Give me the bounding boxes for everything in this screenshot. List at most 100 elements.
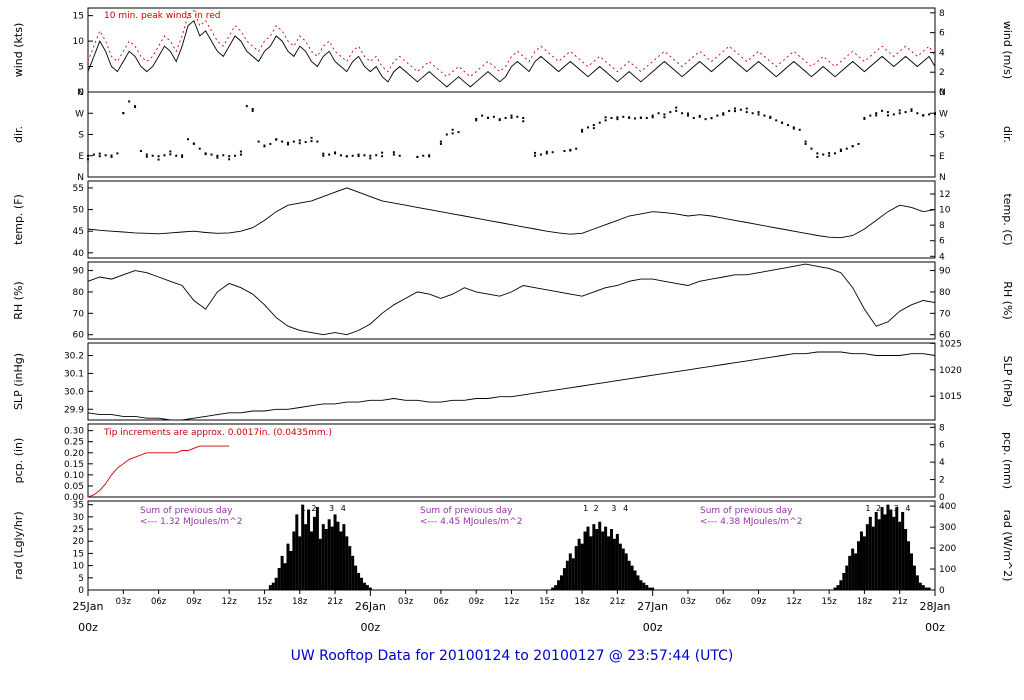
rad-sum-note-2-line2: <--- 4.45 MJoules/m^2: [420, 517, 523, 527]
svg-text:09z: 09z: [469, 597, 485, 607]
svg-text:60: 60: [73, 331, 85, 341]
svg-text:N: N: [939, 88, 946, 98]
x-axis: 03z 06z 09z 12z 15z 18z 21z 03z 06z 09z 12z 15z 18z 2…: [73, 590, 951, 634]
svg-text:0: 0: [939, 493, 945, 503]
svg-text:00z: 00z: [925, 621, 945, 634]
svg-text:2: 2: [876, 504, 881, 513]
svg-text:S: S: [939, 131, 945, 141]
svg-text:55: 55: [73, 184, 84, 194]
rad-sum-note-1-line2: <--- 1.32 MJoules/m^2: [140, 517, 243, 527]
svg-text:06z: 06z: [716, 597, 732, 607]
svg-text:2: 2: [939, 476, 945, 486]
svg-text:1: 1: [865, 504, 870, 513]
svg-text:temp. (F): temp. (F): [12, 194, 25, 245]
svg-text:26Jan: 26Jan: [355, 600, 386, 613]
svg-text:12z: 12z: [786, 597, 802, 607]
svg-text:90: 90: [939, 267, 951, 277]
svg-text:28Jan: 28Jan: [920, 600, 951, 613]
svg-text:30.0: 30.0: [64, 387, 84, 397]
panel-pcp: 0.000.050.100.150.200.250.30 0 2 4 6 8 pcp. (i…: [12, 423, 1014, 503]
svg-text:0.25: 0.25: [64, 438, 84, 448]
svg-text:8: 8: [939, 9, 945, 19]
svg-text:12z: 12z: [222, 597, 238, 607]
svg-text:06z: 06z: [433, 597, 449, 607]
svg-text:1020: 1020: [939, 366, 962, 376]
svg-text:20: 20: [73, 537, 85, 547]
svg-text:4: 4: [939, 458, 945, 468]
svg-text:09z: 09z: [186, 597, 202, 607]
svg-text:50: 50: [73, 206, 85, 216]
svg-text:400: 400: [939, 502, 956, 512]
rad-sum-note-2-line1: Sum of previous day: [420, 506, 513, 516]
svg-text:0.00: 0.00: [64, 493, 84, 503]
svg-text:RH (%): RH (%): [1001, 281, 1014, 319]
svg-text:5: 5: [78, 63, 84, 73]
svg-text:E: E: [78, 152, 84, 162]
svg-text:5: 5: [78, 574, 84, 584]
svg-text:00z: 00z: [643, 621, 663, 634]
svg-text:pcp. (mm): pcp. (mm): [1001, 432, 1014, 489]
rad-sum-note-3-line2: <--- 4.38 MJoules/m^2: [700, 517, 803, 527]
svg-text:0: 0: [939, 586, 945, 596]
svg-text:60: 60: [939, 331, 951, 341]
svg-text:00z: 00z: [360, 621, 380, 634]
svg-text:25: 25: [73, 525, 84, 535]
svg-text:wind (kts): wind (kts): [12, 23, 25, 78]
svg-text:8: 8: [939, 221, 945, 231]
svg-text:8: 8: [939, 423, 945, 433]
svg-text:0.15: 0.15: [64, 460, 84, 470]
rad-sum-note-1-line1: Sum of previous day: [140, 506, 233, 516]
svg-text:10: 10: [73, 562, 85, 572]
svg-text:4: 4: [623, 504, 628, 513]
wind-peak-note: 10 min. peak winds in red: [104, 11, 221, 21]
svg-text:2: 2: [939, 68, 945, 78]
svg-text:3: 3: [894, 504, 899, 513]
svg-text:N: N: [77, 88, 84, 98]
svg-text:N: N: [939, 173, 946, 183]
svg-text:15: 15: [73, 12, 84, 22]
svg-text:10: 10: [939, 206, 951, 216]
svg-text:N: N: [77, 173, 84, 183]
pcp-tip-note: Tip increments are approx. 0.0017in. (0.…: [104, 428, 333, 438]
svg-text:45: 45: [73, 227, 84, 237]
svg-text:15: 15: [73, 549, 84, 559]
svg-text:0.05: 0.05: [64, 482, 84, 492]
svg-text:12: 12: [939, 190, 950, 200]
svg-text:SLP (inHg): SLP (inHg): [12, 353, 25, 410]
svg-text:6: 6: [939, 237, 945, 247]
svg-text:35: 35: [73, 501, 84, 511]
svg-text:25Jan: 25Jan: [73, 600, 104, 613]
rad-sum-note-3-line1: Sum of previous day: [700, 506, 793, 516]
svg-text:2: 2: [594, 504, 599, 513]
svg-text:03z: 03z: [680, 597, 696, 607]
svg-text:rad (W/m^2): rad (W/m^2): [1001, 510, 1014, 582]
svg-text:rad (Lgly/hr): rad (Lgly/hr): [12, 511, 25, 579]
svg-text:70: 70: [939, 309, 951, 319]
svg-text:temp. (C): temp. (C): [1001, 193, 1014, 245]
svg-text:1: 1: [583, 504, 588, 513]
svg-text:W: W: [75, 109, 84, 119]
svg-text:200: 200: [939, 544, 956, 554]
svg-text:3: 3: [611, 504, 616, 513]
svg-text:30.2: 30.2: [64, 352, 84, 362]
svg-text:15z: 15z: [539, 597, 555, 607]
panel-rad: 0 5 10 15 20 25 30 35 0 100 200 300 400 rad (Lgly/hr)…: [12, 500, 1014, 596]
svg-text:0.30: 0.30: [64, 427, 84, 437]
svg-text:80: 80: [73, 288, 85, 298]
svg-text:40: 40: [73, 249, 85, 259]
svg-text:4: 4: [905, 504, 910, 513]
svg-text:29.9: 29.9: [64, 405, 84, 415]
svg-text:S: S: [78, 131, 84, 141]
svg-text:0.20: 0.20: [64, 449, 84, 459]
svg-text:15z: 15z: [821, 597, 837, 607]
svg-text:1015: 1015: [939, 392, 962, 402]
svg-text:00z: 00z: [78, 621, 98, 634]
svg-text:80: 80: [939, 288, 951, 298]
svg-text:30: 30: [73, 513, 85, 523]
svg-text:0: 0: [939, 88, 945, 98]
svg-text:03z: 03z: [398, 597, 414, 607]
svg-text:6: 6: [939, 29, 945, 39]
svg-text:4: 4: [939, 252, 945, 262]
